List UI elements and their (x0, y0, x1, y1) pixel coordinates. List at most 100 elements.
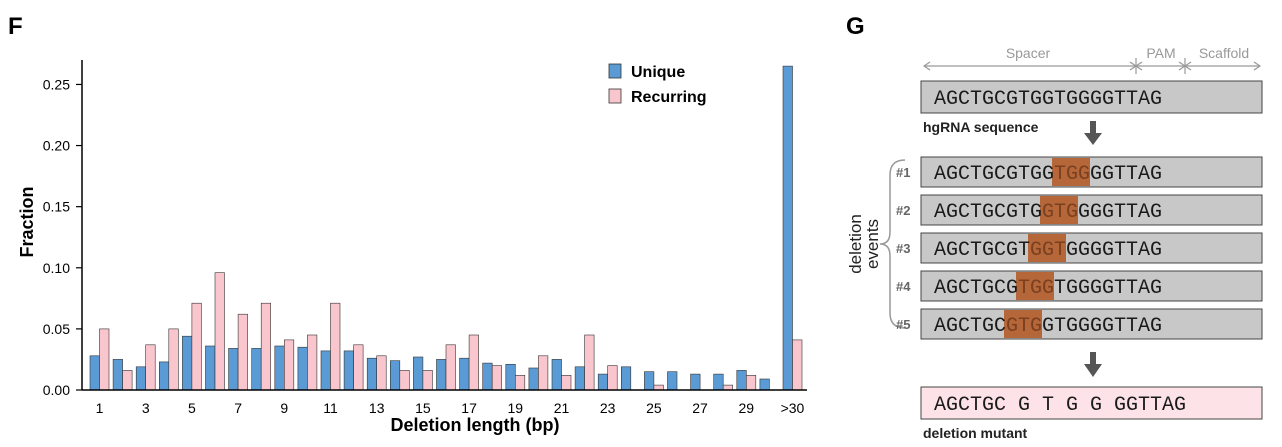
bar-unique-3 (135, 366, 146, 391)
mutant-sequence: AGCTGC G T G G GGTTAG (934, 394, 1186, 417)
x-tick-label: >30 (781, 400, 805, 416)
legend-label-unique: Unique (631, 64, 685, 81)
bar-recurring-17 (468, 334, 479, 391)
event-box (920, 308, 1263, 340)
bar-unique-8 (251, 348, 262, 391)
bar-unique-15 (413, 356, 424, 391)
event-box (920, 270, 1263, 302)
x-tick-label: 21 (554, 400, 570, 416)
x-axis-title: Deletion length (bp) (391, 415, 560, 435)
event-box (920, 232, 1263, 264)
event-sequence: AGCTGCGTGGTGGGGTTAG (934, 315, 1162, 338)
y-tick-label: 0.00 (43, 382, 70, 398)
event-seq-pre: AGCTGCGT (934, 239, 1030, 262)
x-tick-label: 15 (415, 400, 431, 416)
y-axis-title: Fraction (17, 186, 37, 257)
bar-recurring-22 (584, 334, 595, 391)
bar-unique-18 (482, 362, 493, 391)
bar-recurring-18 (491, 365, 503, 391)
x-tick-label: 7 (234, 400, 242, 416)
hgrna-sequence: AGCTGCGTGGTGGGGTTAG (934, 88, 1162, 111)
event-sequence: AGCTGCGTGGTGGGGTTAG (934, 163, 1162, 186)
x-tick-label: 27 (692, 400, 708, 416)
bar-unique-24 (620, 366, 632, 391)
y-tick-label: 0.20 (43, 138, 70, 154)
bar-unique-9 (274, 345, 285, 391)
event-seq-post: GTGGGGTTAG (1042, 315, 1162, 338)
bar-unique-2 (112, 359, 123, 391)
event-seq-pre: AGCTGC (934, 315, 1006, 338)
bar-unique-10 (297, 346, 308, 391)
bar-unique-22 (574, 366, 585, 391)
bar-recurring-6 (214, 272, 225, 391)
bar-unique-4 (159, 361, 170, 391)
event-seq-deleted: GTG (1042, 201, 1078, 224)
arrow-down-icon (1084, 121, 1102, 145)
panel-letter-f: F (8, 13, 23, 40)
bar-unique-25 (644, 371, 655, 391)
bar-unique-11 (320, 350, 331, 391)
event-box (920, 156, 1263, 188)
bar-recurring-9 (283, 339, 295, 391)
panel-letter-g: G (846, 13, 865, 40)
events-group: #1 AGCTGCGTGGTGGGGTTAG#2 AGCTGCGTGGTGGGGTT… (896, 156, 1263, 340)
region-label-scaffold: Scaffold (1199, 45, 1249, 61)
y-tick-label: 0.10 (43, 260, 70, 276)
event-number: #5 (896, 317, 910, 332)
bar-recurring-15 (422, 370, 433, 391)
bar-unique-16 (436, 359, 447, 391)
bar-recurring-1 (99, 328, 110, 391)
events-label-line1: deletion (846, 214, 865, 274)
hgrna-label: hgRNA sequence (923, 119, 1039, 135)
bar-unique-6 (205, 345, 216, 391)
legend-label-recurring: Recurring (631, 89, 707, 106)
deletion-highlight (1004, 310, 1042, 338)
region-label-pam: PAM (1146, 45, 1175, 61)
bar-recurring-20 (538, 355, 549, 391)
bar-unique-29 (736, 370, 747, 391)
x-tick-label: 5 (188, 400, 196, 416)
event-seq-deleted: TGG (1018, 277, 1054, 300)
deletion-highlight (1052, 158, 1090, 186)
x-tick-label: 1 (96, 400, 104, 416)
bar-chart: 0.000.050.100.150.200.25 1 3 5 7 9 11 13 15 17 19… (17, 60, 807, 435)
event-number: #2 (896, 203, 910, 218)
bar-unique-19 (505, 363, 516, 391)
mutant-box (920, 386, 1263, 420)
hgrna-box (920, 80, 1263, 114)
bar-unique-1 (89, 355, 100, 391)
event-seq-pre: AGCTGCG (934, 277, 1018, 300)
x-tick-label: 3 (142, 400, 150, 416)
bar-recurring-7 (237, 313, 248, 391)
x-ticks-group: 1 3 5 7 9 11 13 15 17 19 21 23 25 27 29 >30 (96, 400, 805, 416)
bar-unique-13 (366, 357, 378, 391)
bar-recurring-19 (514, 374, 526, 391)
mutant-label: deletion mutant (923, 425, 1028, 441)
bar-unique-14 (389, 360, 401, 391)
bar-unique-23 (597, 373, 609, 391)
bar-recurring-3 (145, 344, 156, 391)
x-tick-label: 11 (323, 400, 338, 416)
y-tick-label: 0.25 (43, 76, 70, 92)
events-label-line2: events (863, 219, 882, 269)
deletion-diagram: Spacer PAM Scaffold AGCTGCGTGGTGGGGTTAG … (846, 45, 1263, 441)
bar-recurring-2 (122, 370, 133, 391)
bar-recurring-4 (168, 328, 179, 391)
legend-swatch-unique (608, 63, 622, 79)
region-ruler (922, 58, 1262, 74)
x-tick-label: 29 (738, 400, 754, 416)
bars-group (89, 65, 803, 391)
legend: Unique Recurring (608, 63, 707, 106)
event-seq-pre: AGCTGCGTG (934, 201, 1042, 224)
event-number: #3 (896, 241, 910, 256)
bar-unique-12 (343, 350, 354, 391)
bar-unique-17 (459, 357, 470, 391)
bar-recurring-14 (399, 370, 410, 391)
event-seq-pre: AGCTGCGTGG (934, 163, 1054, 186)
y-tick-label: 0.05 (43, 321, 70, 337)
event-seq-deleted: GGT (1030, 239, 1066, 262)
event-seq-post: GGTTAG (1090, 163, 1162, 186)
bar-recurring-11 (330, 302, 341, 391)
bar-unique-5 (182, 335, 193, 391)
y-ticks-group: 0.00 0.05 0.10 0.15 0.20 0.25 (43, 76, 82, 398)
